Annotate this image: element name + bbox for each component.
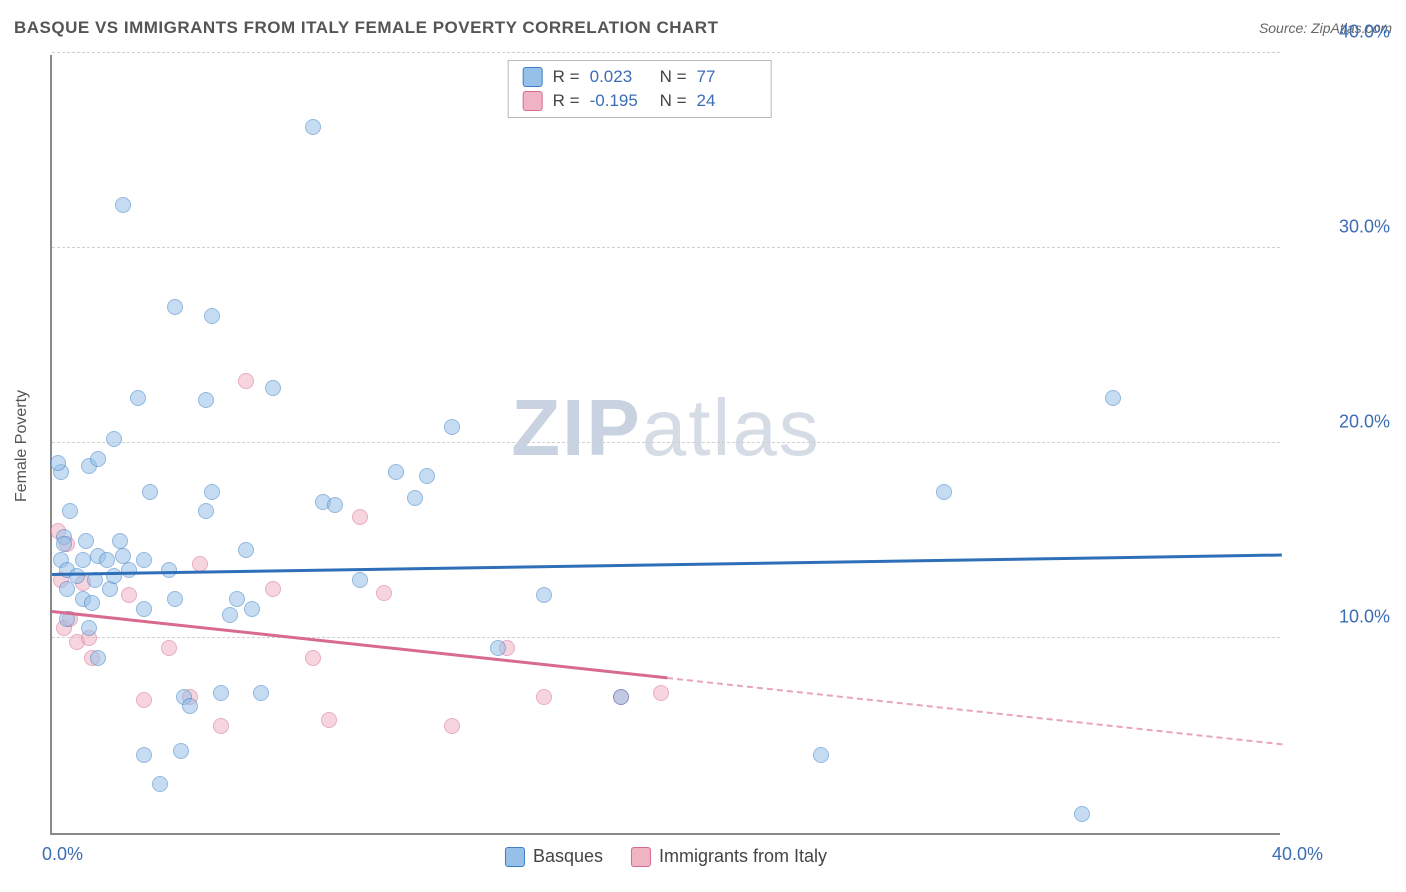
data-point-basques xyxy=(613,689,629,705)
data-point-italy xyxy=(305,650,321,666)
data-point-basques xyxy=(265,380,281,396)
trend-line-italy xyxy=(52,610,667,679)
data-point-basques xyxy=(84,595,100,611)
data-point-basques xyxy=(222,607,238,623)
x-tick-label: 40.0% xyxy=(1272,844,1323,865)
data-point-basques xyxy=(204,308,220,324)
chart-title: BASQUE VS IMMIGRANTS FROM ITALY FEMALE P… xyxy=(14,18,718,38)
data-point-basques xyxy=(69,568,85,584)
grid-line xyxy=(52,52,1280,53)
y-tick-label: 40.0% xyxy=(1290,22,1390,43)
data-point-basques xyxy=(444,419,460,435)
data-point-basques xyxy=(1074,806,1090,822)
data-point-basques xyxy=(121,562,137,578)
data-point-basques xyxy=(407,490,423,506)
watermark: ZIPatlas xyxy=(511,382,820,474)
data-point-italy xyxy=(192,556,208,572)
data-point-basques xyxy=(167,299,183,315)
grid-line xyxy=(52,637,1280,638)
data-point-basques xyxy=(130,390,146,406)
data-point-basques xyxy=(204,484,220,500)
data-point-basques xyxy=(106,568,122,584)
data-point-italy xyxy=(213,718,229,734)
data-point-basques xyxy=(136,601,152,617)
data-point-basques xyxy=(388,464,404,480)
data-point-basques xyxy=(59,581,75,597)
data-point-basques xyxy=(75,552,91,568)
data-point-basques xyxy=(99,552,115,568)
data-point-basques xyxy=(167,591,183,607)
data-point-italy xyxy=(376,585,392,601)
data-point-italy xyxy=(121,587,137,603)
data-point-basques xyxy=(936,484,952,500)
data-point-italy xyxy=(352,509,368,525)
legend-item-italy: Immigrants from Italy xyxy=(631,846,827,867)
data-point-basques xyxy=(115,197,131,213)
data-point-italy xyxy=(265,581,281,597)
data-point-basques xyxy=(305,119,321,135)
legend-item-basques: Basques xyxy=(505,846,603,867)
data-point-italy xyxy=(653,685,669,701)
data-point-italy xyxy=(536,689,552,705)
data-point-basques xyxy=(198,392,214,408)
trend-line-italy-dashed xyxy=(667,677,1282,745)
data-point-basques xyxy=(327,497,343,513)
data-point-basques xyxy=(244,601,260,617)
data-point-basques xyxy=(238,542,254,558)
data-point-basques xyxy=(102,581,118,597)
data-point-basques xyxy=(213,685,229,701)
data-point-basques xyxy=(142,484,158,500)
data-point-basques xyxy=(81,620,97,636)
data-point-italy xyxy=(136,692,152,708)
data-point-basques xyxy=(78,533,94,549)
data-point-basques xyxy=(419,468,435,484)
x-tick-label: 0.0% xyxy=(42,844,83,865)
swatch-basques xyxy=(523,67,543,87)
scatter-plot: ZIPatlas R = 0.023 N = 77 R = -0.195 N =… xyxy=(50,55,1280,835)
y-tick-label: 10.0% xyxy=(1290,607,1390,628)
data-point-basques xyxy=(50,455,66,471)
data-point-italy xyxy=(321,712,337,728)
data-point-basques xyxy=(161,562,177,578)
trend-line-basques xyxy=(52,554,1282,576)
data-point-basques xyxy=(106,431,122,447)
data-point-basques xyxy=(90,650,106,666)
data-point-basques xyxy=(136,747,152,763)
grid-line xyxy=(52,247,1280,248)
data-point-italy xyxy=(161,640,177,656)
swatch-italy-icon xyxy=(631,847,651,867)
swatch-italy xyxy=(523,91,543,111)
data-point-basques xyxy=(229,591,245,607)
series-legend: Basques Immigrants from Italy xyxy=(505,846,827,867)
stat-row-italy: R = -0.195 N = 24 xyxy=(509,89,771,113)
data-point-italy xyxy=(444,718,460,734)
data-point-basques xyxy=(56,536,72,552)
data-point-basques xyxy=(352,572,368,588)
data-point-basques xyxy=(62,503,78,519)
stat-legend: R = 0.023 N = 77 R = -0.195 N = 24 xyxy=(508,60,772,118)
stat-row-basques: R = 0.023 N = 77 xyxy=(509,65,771,89)
data-point-basques xyxy=(173,743,189,759)
y-tick-label: 20.0% xyxy=(1290,412,1390,433)
data-point-basques xyxy=(198,503,214,519)
data-point-basques xyxy=(152,776,168,792)
data-point-italy xyxy=(238,373,254,389)
data-point-basques xyxy=(112,533,128,549)
swatch-basques-icon xyxy=(505,847,525,867)
y-axis-label: Female Poverty xyxy=(13,390,31,502)
data-point-basques xyxy=(90,451,106,467)
grid-line xyxy=(52,442,1280,443)
data-point-basques xyxy=(182,698,198,714)
data-point-basques xyxy=(253,685,269,701)
data-point-basques xyxy=(536,587,552,603)
data-point-basques xyxy=(813,747,829,763)
y-tick-label: 30.0% xyxy=(1290,217,1390,238)
data-point-basques xyxy=(136,552,152,568)
data-point-basques xyxy=(1105,390,1121,406)
data-point-basques xyxy=(490,640,506,656)
